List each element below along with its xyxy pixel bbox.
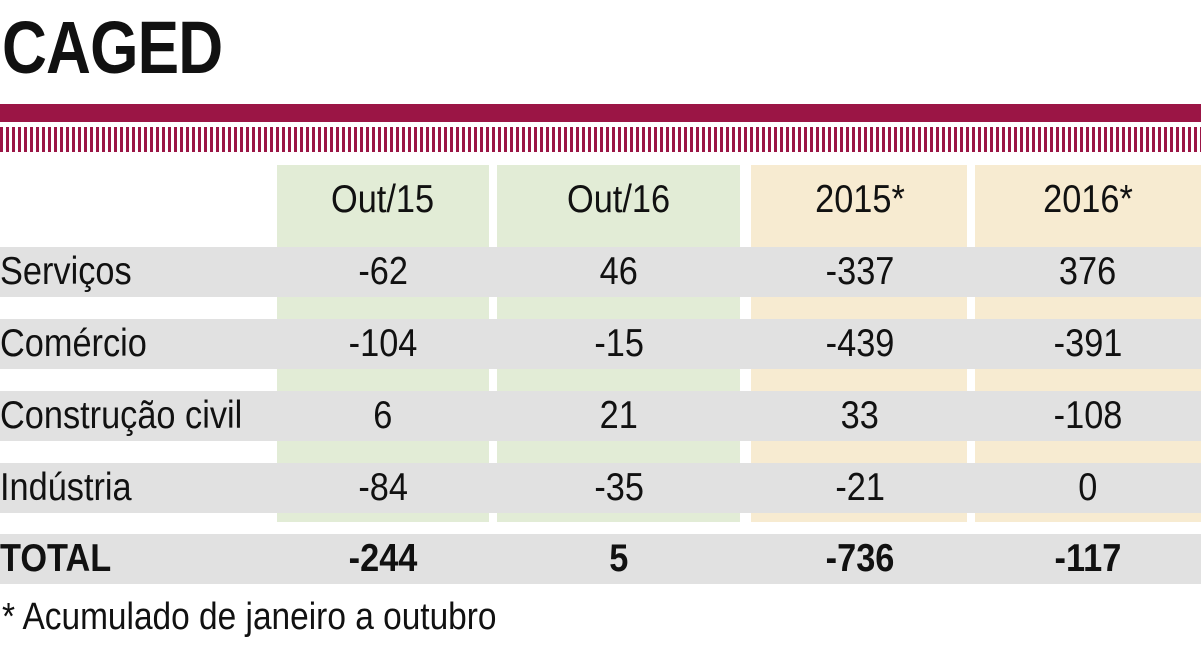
table-cell: 0 xyxy=(1078,466,1098,509)
table-cell: -337 xyxy=(825,250,895,293)
total-label: TOTAL xyxy=(0,537,112,580)
table-cell: -15 xyxy=(594,322,644,365)
total-cell: -736 xyxy=(825,537,895,580)
footnote: * Acumulado de janeiro a outubro xyxy=(2,596,497,638)
row-label: Serviços xyxy=(0,250,132,293)
table-cell: 33 xyxy=(840,394,880,437)
table-cell: -104 xyxy=(348,322,418,365)
row-band xyxy=(0,391,1201,441)
row-label: Indústria xyxy=(0,466,132,509)
column-header: 2016* xyxy=(1043,178,1133,221)
row-label: Comércio xyxy=(0,322,147,365)
column-header: Out/15 xyxy=(331,178,435,221)
table-cell: -62 xyxy=(358,250,408,293)
total-cell: -244 xyxy=(348,537,418,580)
total-cell: -117 xyxy=(1054,537,1122,580)
table-cell: 376 xyxy=(1059,250,1117,293)
table-cell: -21 xyxy=(835,466,885,509)
column-header: Out/16 xyxy=(567,178,671,221)
decorative-tick-strip xyxy=(0,127,1201,152)
row-band xyxy=(0,319,1201,369)
table-cell: 21 xyxy=(599,394,639,437)
table-cell: -108 xyxy=(1053,394,1123,437)
chart-title: CAGED xyxy=(2,6,223,89)
table-cell: -439 xyxy=(825,322,895,365)
table-cell: -35 xyxy=(594,466,644,509)
table-cell: -84 xyxy=(358,466,408,509)
total-cell: 5 xyxy=(609,537,629,580)
title-divider-bar xyxy=(0,104,1201,122)
table-cell: -391 xyxy=(1053,322,1123,365)
row-band xyxy=(0,247,1201,297)
table-cell: 6 xyxy=(373,394,393,437)
table-cell: 46 xyxy=(599,250,639,293)
row-band xyxy=(0,463,1201,513)
column-header: 2015* xyxy=(815,178,905,221)
row-band xyxy=(0,534,1201,584)
row-label: Construção civil xyxy=(0,394,243,437)
